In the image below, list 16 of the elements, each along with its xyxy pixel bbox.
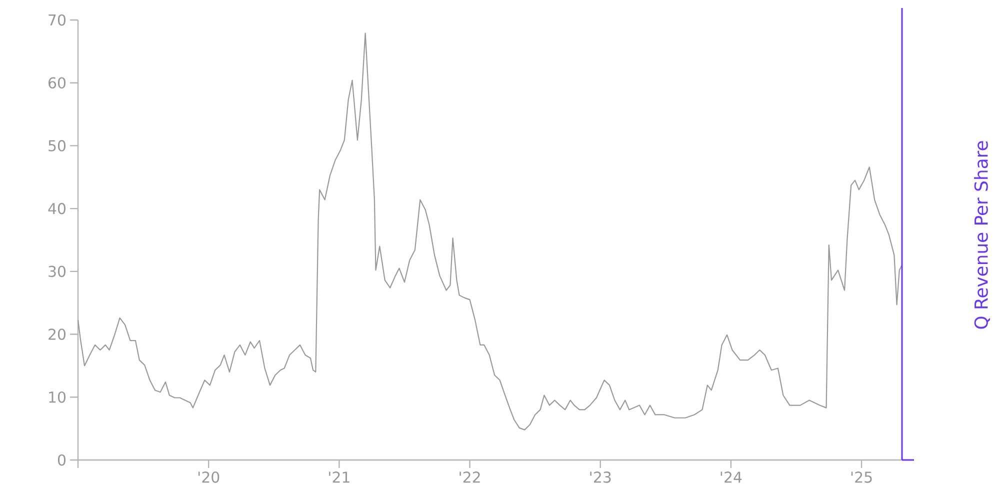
y-tick-label: 10 <box>49 391 66 403</box>
line-series <box>77 32 903 430</box>
y-tick-label: 0 <box>58 454 66 466</box>
x-tick-label: '21 <box>329 472 350 483</box>
x-tick-label: '24 <box>720 472 742 483</box>
x-tick-label: '25 <box>851 472 872 483</box>
y-tick-label: 50 <box>48 140 66 152</box>
y-tick-label: 40 <box>48 202 66 214</box>
y-tick-label: 70 <box>48 14 66 26</box>
x-tick-label: '23 <box>590 472 611 483</box>
y2-axis-title: Q Revenue Per Share <box>974 141 990 329</box>
y-tick-label: 20 <box>48 328 66 340</box>
y-tick-label: 30 <box>48 266 66 278</box>
x-tick-label: '20 <box>198 472 220 483</box>
x-tick-label: '22 <box>460 472 480 483</box>
y-tick-label: 60 <box>48 77 66 89</box>
